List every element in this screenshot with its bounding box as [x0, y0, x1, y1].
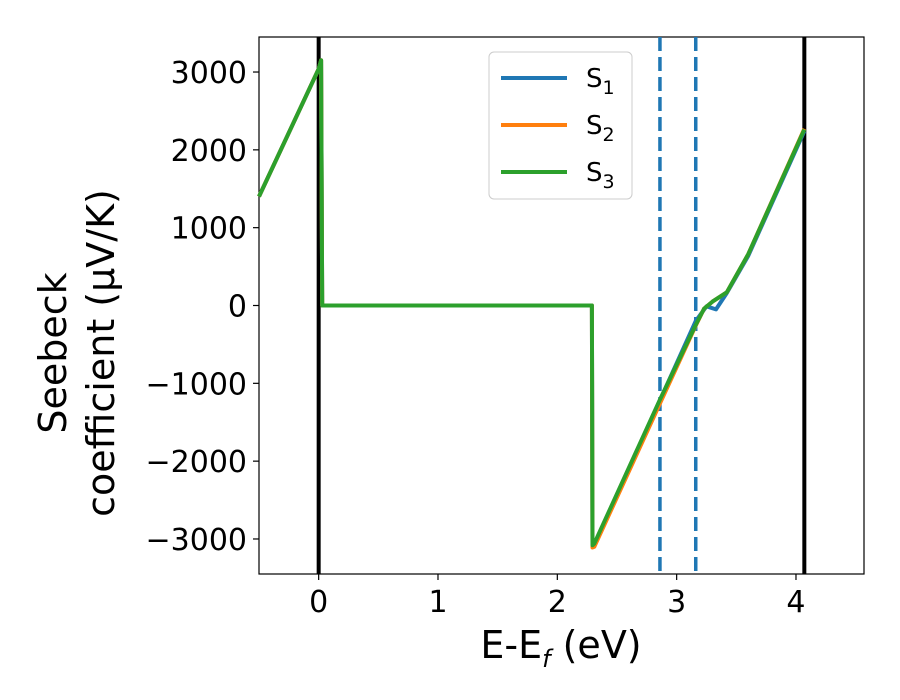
y-tick-label: 0 — [228, 290, 247, 325]
y-tick-label: 1000 — [171, 212, 247, 247]
series-line-s3 — [257, 58, 807, 548]
x-tick-label: 1 — [428, 585, 447, 620]
legend-label-s3: S3 — [586, 158, 615, 193]
legend-label-s1: S1 — [586, 64, 615, 99]
legend: S1 S2 S3 — [488, 51, 633, 200]
x-tick-label: 3 — [667, 585, 686, 620]
y-tick-label: 3000 — [171, 56, 247, 91]
y-axis-ticks: 3000 2000 1000 0 −1000 −2000 −3000 — [146, 56, 259, 558]
y-tick-label: 2000 — [171, 134, 247, 169]
y-axis-title-line2: coefficient (μV/K) — [79, 189, 123, 517]
x-axis-ticks: 0 1 2 3 4 — [309, 574, 806, 620]
y-tick-label: −3000 — [146, 523, 247, 558]
y-tick-label: −2000 — [146, 445, 247, 480]
x-tick-label: 0 — [309, 585, 328, 620]
legend-label-s2: S2 — [586, 111, 615, 146]
y-tick-label: −1000 — [146, 367, 247, 402]
x-axis-title: E-Ef (eV) — [480, 623, 641, 673]
y-axis-title-group: Seebeck coefficient (μV/K) — [31, 189, 123, 517]
x-tick-label: 4 — [786, 585, 805, 620]
reference-lines — [316, 37, 807, 574]
x-tick-label: 2 — [548, 585, 567, 620]
y-axis-title-line1: Seebeck — [31, 272, 75, 433]
series-lines — [257, 58, 807, 550]
